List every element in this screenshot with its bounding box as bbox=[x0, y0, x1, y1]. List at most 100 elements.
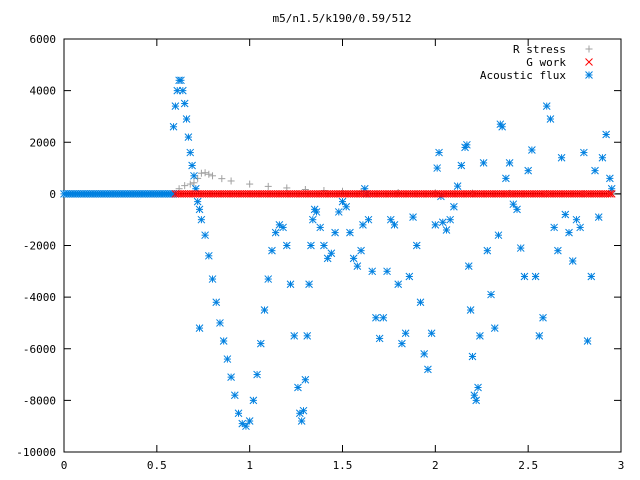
acoustic-flux-point bbox=[405, 272, 414, 281]
acoustic-flux-point bbox=[450, 202, 458, 211]
acoustic-flux-point bbox=[379, 313, 388, 322]
acoustic-flux-point bbox=[219, 337, 228, 345]
acoustic-flux-point bbox=[494, 231, 503, 240]
acoustic-flux-point bbox=[275, 220, 284, 229]
acoustic-flux-point bbox=[372, 313, 380, 322]
g-work-point bbox=[607, 190, 616, 198]
r-stress-point bbox=[186, 180, 194, 188]
acoustic-flux-point bbox=[234, 409, 243, 418]
acoustic-flux-point bbox=[557, 153, 566, 162]
acoustic-flux-point bbox=[528, 146, 536, 154]
acoustic-flux-point bbox=[502, 174, 510, 183]
r-stress-point bbox=[227, 177, 235, 185]
acoustic-flux-point bbox=[182, 115, 191, 123]
acoustic-flux-point bbox=[297, 417, 306, 425]
y-tick-label: -10000 bbox=[16, 446, 56, 459]
acoustic-flux-point bbox=[331, 228, 339, 237]
acoustic-flux-point bbox=[427, 329, 436, 338]
acoustic-flux-point bbox=[398, 339, 406, 348]
acoustic-flux-point bbox=[368, 267, 377, 276]
acoustic-flux-point bbox=[438, 218, 447, 227]
acoustic-flux-point bbox=[561, 210, 570, 219]
acoustic-flux-point bbox=[256, 339, 265, 348]
acoustic-flux-point bbox=[190, 171, 198, 180]
acoustic-flux-point bbox=[446, 215, 455, 224]
acoustic-flux-point bbox=[539, 313, 547, 322]
acoustic-flux-point bbox=[435, 148, 443, 157]
y-tick-label: -6000 bbox=[23, 343, 56, 356]
acoustic-flux-point bbox=[353, 262, 362, 271]
g-work-point bbox=[606, 190, 614, 198]
acoustic-flux-point bbox=[303, 331, 312, 340]
acoustic-flux-point bbox=[424, 365, 432, 374]
acoustic-flux-point bbox=[598, 153, 607, 162]
acoustic-flux-point bbox=[169, 122, 178, 131]
r-stress-point bbox=[181, 182, 189, 190]
acoustic-flux-point bbox=[483, 246, 492, 255]
acoustic-flux-point bbox=[479, 159, 488, 167]
acoustic-flux-point bbox=[375, 334, 384, 343]
y-tick-label: 6000 bbox=[30, 33, 57, 46]
r-stress-point bbox=[205, 170, 213, 178]
acoustic-flux-point bbox=[487, 290, 495, 299]
acoustic-flux-point bbox=[290, 331, 299, 340]
x-tick-label: 1 bbox=[246, 459, 253, 472]
y-tick-label: 4000 bbox=[30, 85, 57, 98]
acoustic-flux-point bbox=[186, 148, 195, 157]
acoustic-flux-point bbox=[171, 102, 180, 110]
chart-title: m5/n1.5/k190/0.59/512 bbox=[272, 12, 411, 25]
acoustic-flux-point bbox=[223, 355, 232, 363]
acoustic-flux-point bbox=[474, 383, 482, 392]
acoustic-flux-point bbox=[349, 254, 358, 263]
acoustic-flux-point bbox=[470, 391, 479, 400]
legend-marker bbox=[585, 71, 593, 79]
acoustic-flux-point bbox=[554, 246, 562, 255]
acoustic-flux-point bbox=[524, 166, 533, 175]
acoustic-flux-point bbox=[383, 267, 391, 276]
y-tick-label: -8000 bbox=[23, 394, 56, 407]
r-stress-point bbox=[246, 180, 254, 188]
acoustic-flux-point bbox=[271, 228, 280, 237]
acoustic-flux-point bbox=[260, 306, 269, 314]
acoustic-flux-point bbox=[268, 246, 276, 255]
acoustic-flux-point bbox=[188, 161, 196, 170]
acoustic-flux-point bbox=[490, 324, 499, 332]
acoustic-flux-point bbox=[197, 215, 206, 224]
acoustic-flux-point bbox=[193, 197, 202, 206]
acoustic-flux-point bbox=[195, 205, 204, 214]
acoustic-flux-point bbox=[509, 200, 518, 209]
acoustic-flux-point bbox=[394, 280, 403, 289]
acoustic-flux-point bbox=[416, 298, 425, 307]
acoustic-flux-point bbox=[279, 223, 287, 232]
acoustic-flux-point bbox=[390, 220, 399, 229]
legend-label: Acoustic flux bbox=[480, 69, 566, 82]
acoustic-flux-point bbox=[464, 262, 473, 271]
legend-label: R stress bbox=[513, 43, 566, 56]
acoustic-flux-point bbox=[323, 254, 332, 263]
r-stress-point bbox=[194, 174, 202, 182]
acoustic-flux-point bbox=[338, 197, 347, 206]
acoustic-flux-point bbox=[505, 159, 514, 167]
legend-marker bbox=[585, 58, 593, 66]
r-stress-point bbox=[394, 189, 402, 197]
acoustic-flux-point bbox=[412, 241, 421, 250]
x-tick-label: 2 bbox=[432, 459, 439, 472]
acoustic-flux-point bbox=[580, 148, 588, 157]
acoustic-flux-point bbox=[531, 272, 540, 281]
acoustic-flux-point bbox=[312, 208, 321, 216]
acoustic-flux-point bbox=[546, 115, 555, 123]
acoustic-flux-point bbox=[565, 228, 573, 237]
acoustic-flux-point bbox=[177, 76, 185, 85]
acoustic-flux-point bbox=[453, 182, 462, 190]
acoustic-flux-point bbox=[227, 373, 235, 381]
acoustic-flux-point bbox=[476, 331, 484, 340]
acoustic-flux-point bbox=[606, 174, 614, 183]
acoustic-flux-point bbox=[535, 331, 544, 340]
acoustic-flux-point bbox=[431, 220, 440, 229]
acoustic-flux-point bbox=[286, 280, 295, 289]
acoustic-flux-point bbox=[178, 86, 187, 95]
acoustic-flux-point bbox=[420, 350, 429, 358]
acoustic-flux-point bbox=[346, 228, 354, 237]
acoustic-flux-point bbox=[180, 99, 189, 108]
